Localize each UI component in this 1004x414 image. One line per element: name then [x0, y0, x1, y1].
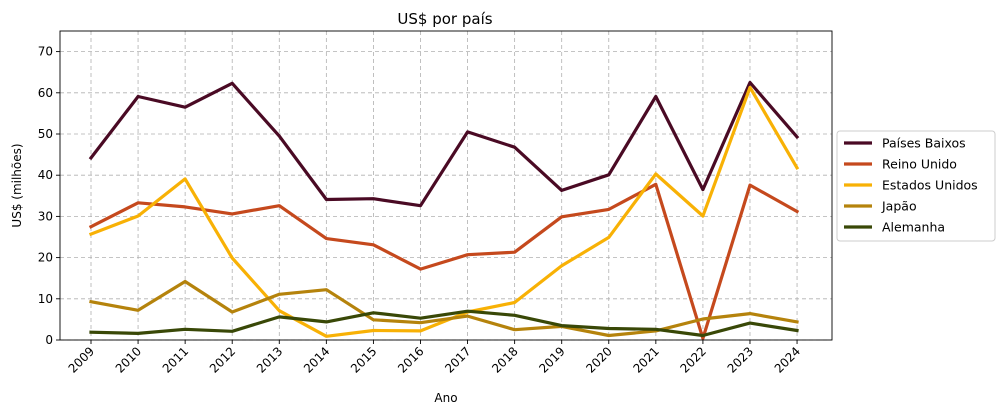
x-tick-label: 2024 — [772, 344, 803, 375]
series-line — [89, 279, 799, 338]
x-tick-label: 2013 — [254, 344, 285, 375]
y-tick-label: 70 — [38, 45, 53, 59]
x-tick-label: 2011 — [160, 344, 191, 375]
x-tick-label: 2023 — [725, 344, 756, 375]
legend-frame — [836, 130, 996, 242]
x-axis-title: Ano — [434, 391, 457, 405]
y-tick-label: 20 — [38, 251, 53, 265]
x-tick-label: 2014 — [301, 344, 332, 375]
y-tick-label: 10 — [38, 292, 53, 306]
chart-title: US$ por país — [397, 10, 492, 28]
series-line — [88, 80, 800, 208]
legend-label: Japão — [881, 199, 917, 214]
legend-label: Reino Unido — [882, 157, 957, 172]
x-tick-label: 2009 — [66, 344, 97, 375]
x-tick-label: 2019 — [536, 344, 567, 375]
y-tick-label: 60 — [38, 86, 53, 100]
legend-label: Alemanha — [882, 220, 945, 235]
y-axis-ticks: 0 10 20 30 40 50 60 70 — [38, 45, 60, 347]
legend: Países Baixos Reino Unido Estados Unidos Ja… — [836, 130, 996, 242]
x-tick-label: 2016 — [395, 344, 426, 375]
y-tick-label: 40 — [38, 168, 53, 182]
plot-frame — [59, 30, 833, 341]
series-line — [89, 309, 799, 338]
x-tick-label: 2020 — [583, 344, 614, 375]
series-line — [88, 182, 800, 340]
legend-label: Estados Unidos — [882, 178, 978, 193]
x-tick-label: 2022 — [678, 344, 709, 375]
legend-label: Países Baixos — [882, 136, 966, 151]
x-axis-ticks: 2009 2010 2011 2012 2013 2014 2015 2016 2017 2018… — [66, 340, 803, 376]
series-lines — [88, 80, 800, 340]
y-axis-title: US$ (milhões) — [10, 143, 24, 227]
series-line — [88, 85, 800, 338]
x-tick-label: 2010 — [113, 344, 144, 375]
x-tick-label: 2017 — [442, 344, 473, 375]
y-tick-label: 50 — [38, 127, 53, 141]
y-tick-label: 0 — [45, 333, 53, 347]
x-tick-label: 2021 — [630, 344, 661, 375]
x-tick-label: 2018 — [489, 344, 520, 375]
y-tick-label: 30 — [38, 209, 53, 223]
x-tick-label: 2015 — [348, 344, 379, 375]
x-tick-label: 2012 — [207, 344, 238, 375]
